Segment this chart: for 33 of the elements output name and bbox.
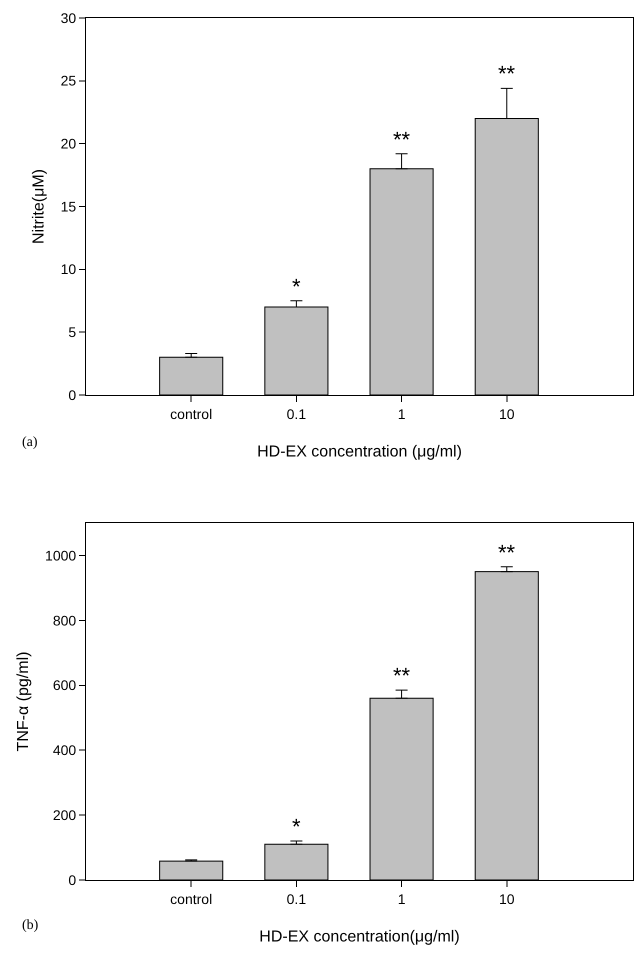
x-tick-label: 1 (398, 406, 406, 422)
text: (b) (22, 918, 39, 933)
y-tick-label: 25 (60, 72, 76, 89)
text: (a) (22, 435, 38, 450)
y-tick-label: 0 (68, 386, 76, 403)
x-tick-label: control (170, 406, 212, 422)
y-tick-label: 0 (68, 872, 76, 888)
y-tick-label: 15 (60, 198, 76, 214)
y-tick-label: 10 (60, 261, 76, 278)
annotation: ** (498, 540, 516, 565)
y-axis-title: Nitrite(μM) (30, 169, 48, 244)
annotation: ** (498, 61, 516, 86)
x-tick-label: 1 (398, 890, 406, 907)
y-tick-label: 30 (60, 10, 76, 26)
x-tick-label: 10 (498, 406, 515, 422)
y-tick-label: 200 (52, 806, 76, 823)
y-tick-label: 20 (60, 136, 76, 152)
y-tick-label: 800 (52, 612, 76, 628)
annotation: ** (393, 663, 411, 688)
x-tick-label: 0.1 (286, 890, 306, 907)
y-tick-label: 5 (68, 324, 76, 340)
y-tick-label: 600 (52, 677, 76, 694)
x-axis-title: HD-EX concentration (μg/ml) (257, 444, 462, 460)
x-tick-label: control (170, 890, 212, 907)
y-tick-label: 1000 (45, 547, 76, 564)
y-tick-label: 400 (52, 742, 76, 758)
annotation: * (292, 274, 301, 299)
y-axis-title: TNF-α (pg/ml) (14, 652, 32, 752)
annotation: ** (393, 127, 411, 152)
x-axis-title: HD-EX concentration(μg/ml) (259, 928, 460, 946)
x-tick-label: 10 (498, 890, 515, 907)
annotation: * (292, 814, 301, 839)
x-tick-label: 0.1 (286, 406, 306, 422)
